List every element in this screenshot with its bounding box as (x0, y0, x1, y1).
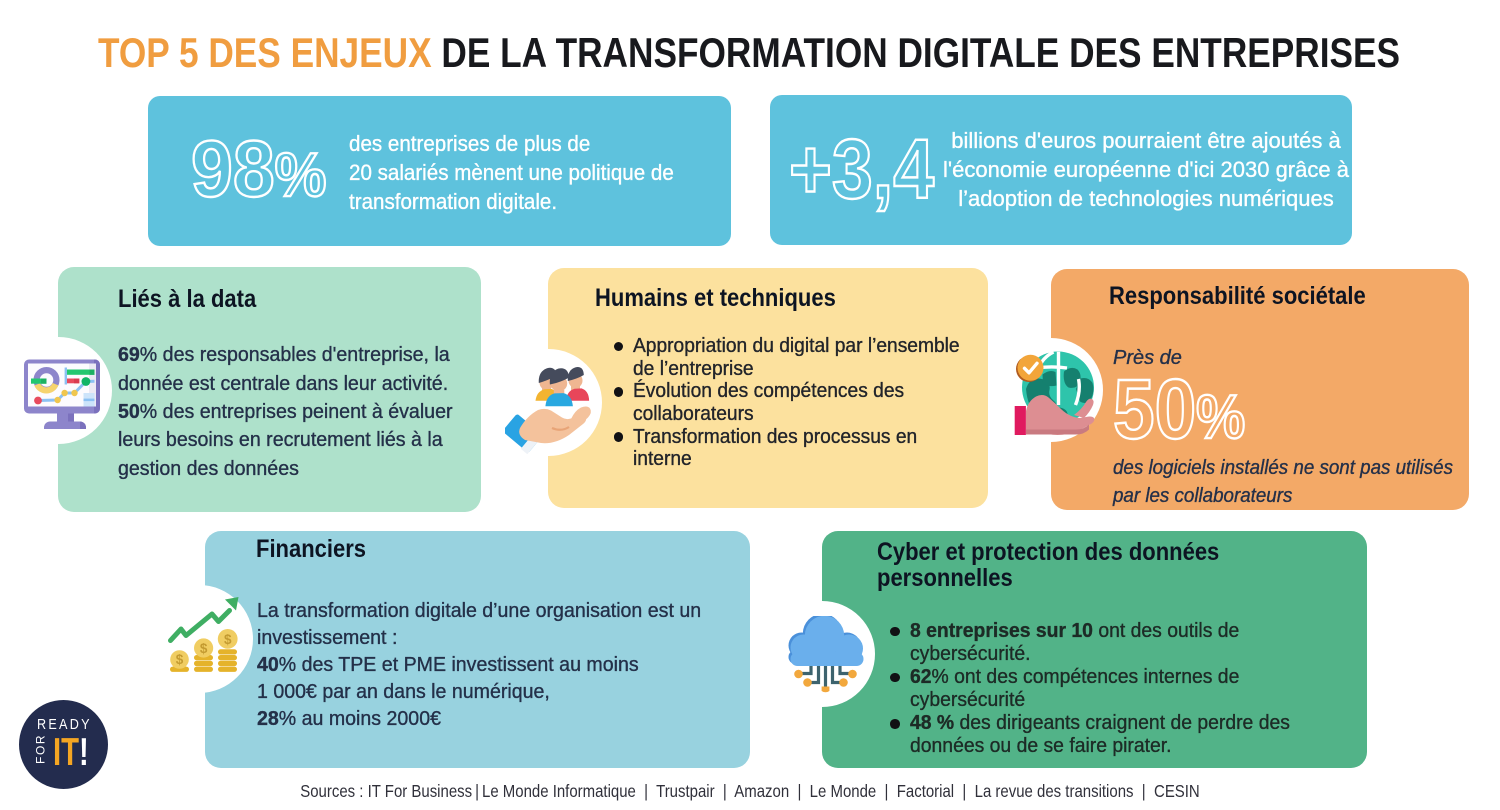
svg-text:$: $ (176, 652, 184, 667)
svg-text:$: $ (200, 641, 208, 656)
svg-text:$: $ (224, 632, 232, 647)
